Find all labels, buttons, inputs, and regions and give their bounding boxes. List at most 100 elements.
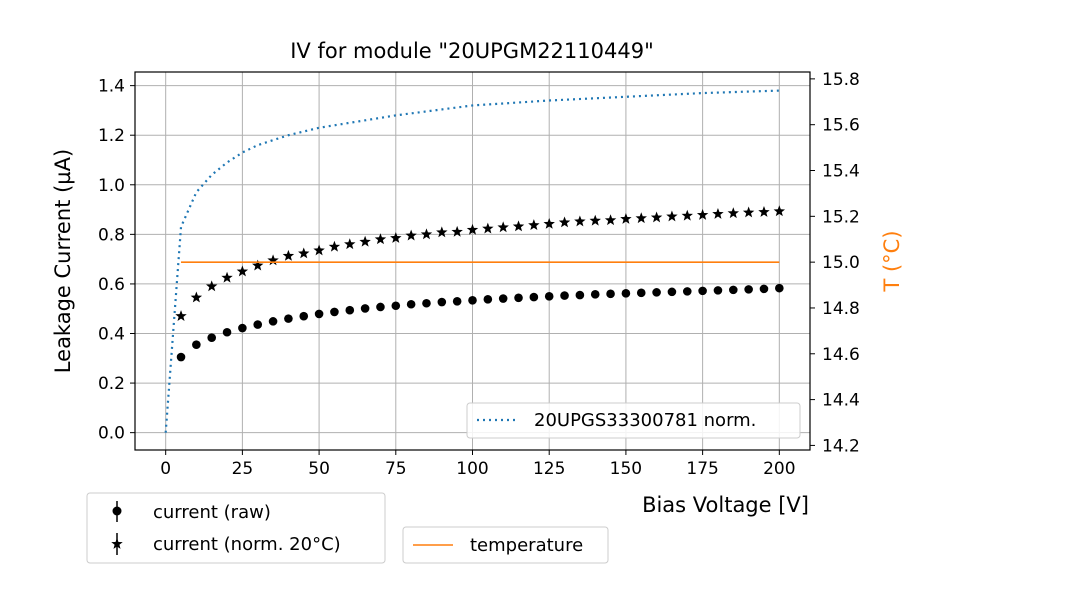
normalized-current-point	[574, 215, 586, 227]
normalized-current-point	[236, 265, 249, 277]
x-tick-label: 50	[308, 459, 330, 479]
y2-tick-label: 14.2	[822, 436, 860, 456]
raw-current-point	[775, 283, 784, 293]
y-axis-label: Leakage Current (µA)	[51, 149, 75, 373]
raw-current-point	[406, 299, 416, 309]
raw-current-point	[498, 294, 508, 303]
raw-current-point	[176, 352, 186, 362]
y-tick-label: 0.6	[98, 275, 125, 295]
y2-tick-label: 15.0	[822, 253, 860, 273]
normalized-current-point	[712, 208, 724, 219]
raw-current-point	[728, 285, 738, 295]
legend-label-reference: 20UPGS33300781 norm.	[534, 410, 756, 431]
normalized-current-point	[650, 211, 663, 223]
raw-current-point	[713, 286, 723, 295]
y2-axis-label: T (°C)	[880, 230, 904, 292]
raw-current-point	[483, 294, 493, 304]
raw-current-point	[621, 289, 631, 298]
normalized-current-point	[436, 226, 448, 238]
raw-current-point	[667, 287, 677, 297]
x-tick-label: 25	[232, 459, 254, 479]
y-tick-label: 0.4	[98, 325, 125, 345]
normalized-current-point	[758, 206, 770, 217]
y2-tick-label: 15.8	[822, 70, 860, 90]
raw-current-point	[391, 301, 401, 311]
tick-layer: 0 25 50 75 100 125 150 175 200 0.0 0.2 0.4 0.6 0.8 1.0…	[98, 70, 860, 479]
raw-current-point	[682, 287, 692, 296]
raw-current-point	[759, 284, 769, 294]
raw-current-point	[514, 293, 523, 303]
normalized-current-point	[482, 222, 494, 234]
normalized-current-point	[374, 233, 387, 245]
raw-current-point	[330, 307, 339, 317]
normalized-current-point	[666, 210, 678, 222]
normalized-current-point	[451, 225, 463, 237]
raw-current-point	[468, 295, 477, 305]
normalized-current-point	[742, 206, 755, 218]
normalized-current-point	[405, 229, 417, 241]
x-tick-label: 200	[763, 459, 795, 479]
normalized-current-point	[727, 207, 739, 219]
normalized-current-point	[528, 219, 540, 231]
normalized-current-point	[512, 220, 525, 232]
y2-tick-label: 14.8	[822, 299, 860, 319]
y-tick-label: 0.0	[98, 424, 125, 444]
normalized-current-point	[221, 271, 233, 283]
y2-tick-label: 15.6	[822, 116, 860, 136]
normalized-current-point	[696, 209, 709, 220]
normalized-current-point	[420, 228, 433, 240]
raw-current-point	[192, 340, 201, 349]
raw-current-point	[360, 304, 370, 313]
y-tick-label: 1.4	[98, 77, 125, 97]
normalized-current-point	[558, 216, 571, 228]
raw-current-point	[253, 320, 263, 329]
x-tick-label: 75	[385, 459, 407, 479]
legend-current: current (raw) current (norm. 20°C)	[86, 492, 386, 564]
raw-current-point	[744, 285, 753, 294]
raw-current-point	[698, 286, 707, 296]
legend-label-temperature: temperature	[470, 535, 583, 556]
y2-tick-label: 14.6	[822, 345, 860, 365]
x-tick-label: 150	[610, 459, 642, 479]
legend-temperature: temperature	[402, 526, 609, 564]
normalized-current-point	[681, 209, 693, 221]
legend-label-raw: current (raw)	[153, 502, 271, 523]
normalized-current-point	[620, 212, 632, 224]
normalized-current-point	[773, 205, 786, 217]
legend-star-marker	[111, 533, 123, 555]
series-layer	[164, 89, 786, 433]
normalized-current-point	[359, 235, 371, 247]
raw-current-point	[238, 323, 247, 333]
x-tick-label: 175	[686, 459, 718, 479]
y2-tick-label: 15.4	[822, 162, 860, 182]
raw-current-point	[222, 327, 232, 337]
normalized-current-point	[328, 240, 341, 252]
raw-current-point	[452, 296, 462, 306]
legend-circle-marker	[112, 501, 122, 522]
raw-current-point	[437, 297, 447, 307]
raw-current-point	[652, 288, 661, 297]
normalized-current-point	[175, 310, 187, 321]
normalized-current-point	[206, 280, 218, 292]
raw-current-point	[299, 311, 309, 321]
raw-current-point	[636, 288, 646, 298]
raw-current-point	[268, 317, 278, 326]
y2-tick-label: 15.2	[822, 207, 860, 227]
raw-current-point	[376, 302, 385, 312]
normalized-current-point	[466, 223, 479, 235]
raw-current-point	[345, 305, 355, 315]
normalized-current-point	[604, 214, 617, 226]
normalized-current-point	[267, 254, 279, 266]
raw-current-point	[560, 291, 569, 300]
normalized-current-point	[497, 221, 509, 233]
normalized-current-point	[282, 249, 295, 261]
normalized-current-point	[543, 217, 555, 229]
normalized-current-point	[190, 291, 203, 303]
raw-current-point	[575, 290, 585, 300]
normalized-current-point	[390, 232, 402, 243]
legend-label-normalized: current (norm. 20°C)	[153, 534, 341, 555]
raw-current-point	[544, 292, 554, 301]
y-tick-label: 0.2	[98, 374, 125, 394]
raw-current-point	[590, 290, 600, 299]
